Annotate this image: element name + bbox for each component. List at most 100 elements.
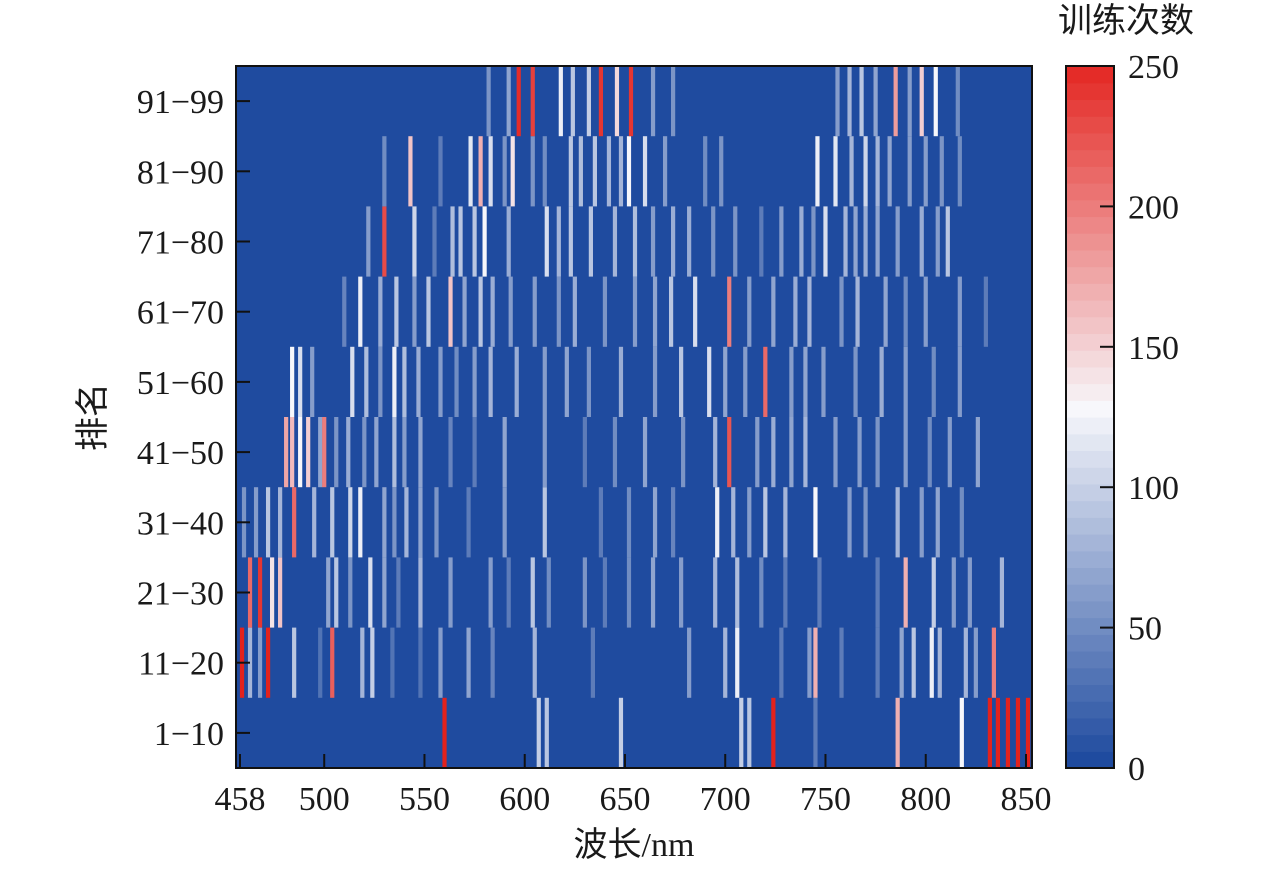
heatmap-cell xyxy=(334,557,339,628)
colorbar-segment xyxy=(1066,517,1114,535)
heatmap-cell xyxy=(779,206,784,277)
heatmap-cell xyxy=(382,136,387,207)
heatmap-cell xyxy=(458,206,463,277)
heatmap-cell xyxy=(975,417,980,488)
heatmap-cell xyxy=(835,66,840,137)
heatmap-cell xyxy=(771,276,776,347)
heatmap-cell xyxy=(265,627,271,698)
heatmap-cell xyxy=(418,627,423,698)
heatmap-cell xyxy=(951,557,956,628)
heatmap-cell xyxy=(390,627,395,698)
heatmap-cell xyxy=(392,346,397,417)
heatmap-cell xyxy=(362,417,367,488)
heatmap-cell xyxy=(813,627,818,698)
heatmap-cell xyxy=(763,487,768,558)
heatmap-cell xyxy=(586,66,591,137)
heatmap-cell xyxy=(859,66,864,137)
colorbar-segment xyxy=(1066,400,1114,418)
y-tick-label: 61−70 xyxy=(137,295,224,332)
colorbar: 0 50 100 150 200 250 xyxy=(1065,49,1179,788)
heatmap-cell xyxy=(719,136,724,207)
y-tick-label: 71−80 xyxy=(137,225,224,262)
heatmap-cells xyxy=(236,66,1032,768)
heatmap-cell xyxy=(348,557,353,628)
heatmap-cell xyxy=(799,206,804,277)
heatmap-cell xyxy=(506,66,511,137)
heatmap-cell xyxy=(903,557,908,628)
heatmap-cell xyxy=(821,346,826,417)
heatmap-cell xyxy=(771,697,776,768)
colorbar-segment xyxy=(1066,567,1114,585)
colorbar-segment xyxy=(1066,233,1114,251)
y-tick-label: 81−90 xyxy=(137,154,224,191)
heatmap-cell xyxy=(326,557,331,628)
colorbar-tick-label: 0 xyxy=(1128,751,1145,788)
heatmap-cell xyxy=(572,276,577,347)
heatmap-cell xyxy=(582,417,587,488)
heatmap-cell xyxy=(723,346,728,417)
heatmap-cell xyxy=(783,487,788,558)
heatmap-cell xyxy=(502,136,507,207)
heatmap-cell xyxy=(265,487,271,558)
heatmap-cell xyxy=(759,557,764,628)
heatmap-cell xyxy=(502,487,507,558)
heatmap-cell xyxy=(292,627,297,698)
colorbar-segment xyxy=(1066,667,1114,686)
heatmap-cell xyxy=(434,487,439,558)
heatmap-cell xyxy=(310,346,315,417)
colorbar-segment xyxy=(1066,417,1114,435)
colorbar-tick-label: 100 xyxy=(1128,470,1179,507)
heatmap-background xyxy=(236,66,1032,768)
heatmap-cell xyxy=(863,487,868,558)
heatmap-cell xyxy=(278,487,283,558)
heatmap-cell xyxy=(438,136,443,207)
heatmap-cell xyxy=(416,346,421,417)
heatmap-cell xyxy=(668,276,674,347)
heatmap-cell xyxy=(1015,697,1021,768)
heatmap-cell xyxy=(612,206,618,277)
heatmap-cell xyxy=(652,346,658,417)
heatmap-cell xyxy=(687,206,692,277)
heatmap-cell xyxy=(472,346,477,417)
heatmap-cell xyxy=(392,487,397,558)
heatmap-cell xyxy=(873,66,878,137)
heatmap-cell xyxy=(394,276,399,347)
colorbar-segment xyxy=(1066,550,1114,569)
heatmap-cell xyxy=(933,66,938,137)
heatmap-cell xyxy=(402,417,407,488)
heatmap-cell xyxy=(995,697,1001,768)
heatmap-cell xyxy=(404,487,409,558)
heatmap-cell xyxy=(903,276,908,347)
heatmap-cell xyxy=(967,557,972,628)
heatmap-cell xyxy=(466,487,471,558)
heatmap-cell xyxy=(466,627,471,698)
y-tick-label: 1−10 xyxy=(154,716,224,753)
heatmap-cell xyxy=(843,206,848,277)
heatmap-cell xyxy=(490,276,495,347)
heatmap-cell xyxy=(899,627,904,698)
heatmap-cell xyxy=(771,417,776,488)
heatmap-cell xyxy=(542,417,547,488)
heatmap-cell xyxy=(358,487,363,558)
heatmap-cell xyxy=(506,206,511,277)
heatmap-cell xyxy=(322,417,327,488)
heatmap-cell xyxy=(759,206,764,277)
heatmap-cell xyxy=(408,136,413,207)
heatmap-cell xyxy=(987,697,992,768)
heatmap-cell xyxy=(671,66,676,137)
heatmap-cell xyxy=(618,346,624,417)
y-tick-label: 51−60 xyxy=(137,365,224,402)
heatmap-cell xyxy=(247,557,253,628)
colorbar-segment xyxy=(1066,99,1114,117)
heatmap-cell xyxy=(364,346,369,417)
heatmap-cell xyxy=(650,66,656,137)
heatmap-cell xyxy=(488,136,493,207)
heatmap-cell xyxy=(919,206,924,277)
heatmap-cell xyxy=(703,136,708,207)
colorbar-segment xyxy=(1066,500,1114,518)
heatmap-cell xyxy=(366,206,371,277)
heatmap-cell xyxy=(813,697,818,768)
colorbar-segment xyxy=(1066,66,1114,84)
heatmap-cell xyxy=(312,487,317,558)
